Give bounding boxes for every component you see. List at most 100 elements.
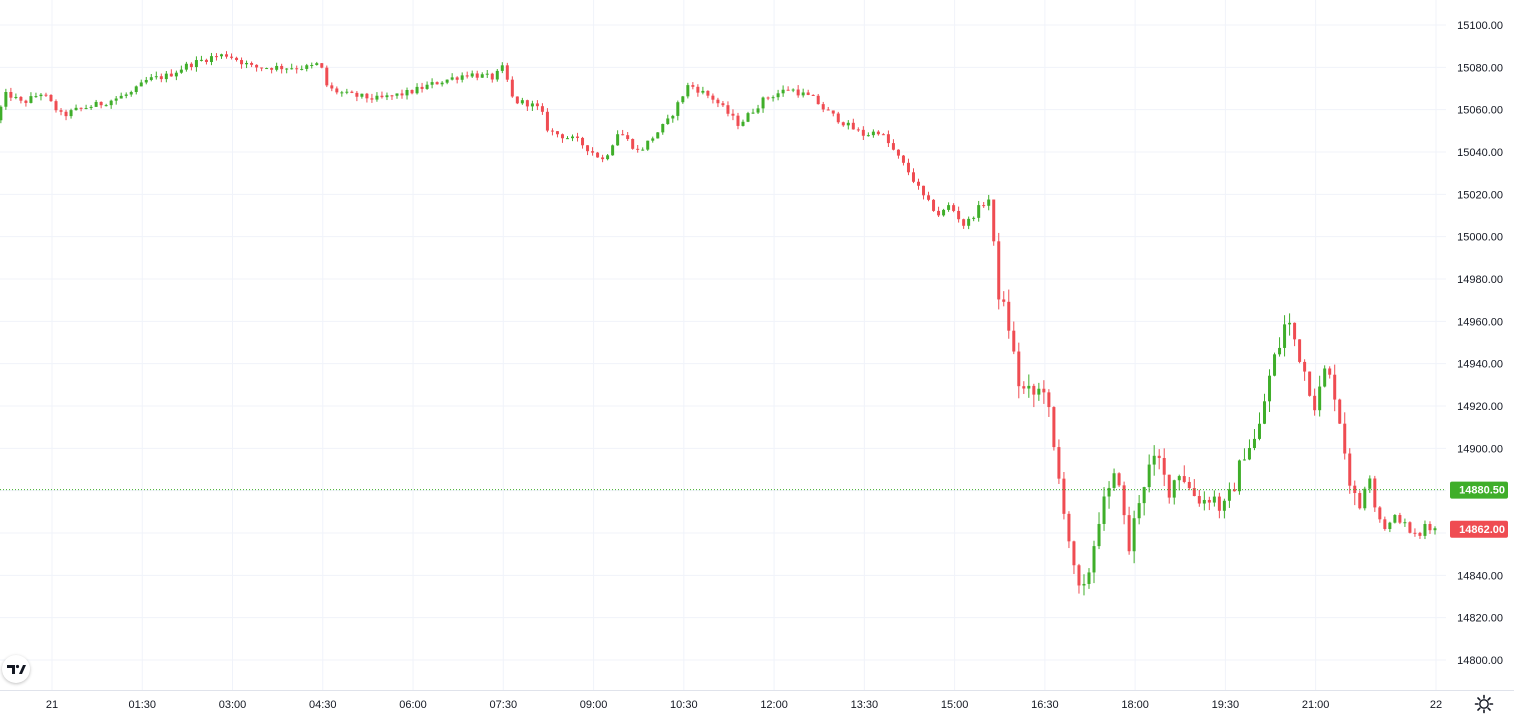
candle-body [159, 76, 163, 80]
candle [1157, 449, 1161, 470]
candle [360, 93, 364, 99]
candle [59, 108, 63, 116]
candle [957, 206, 961, 223]
candle-body [1273, 354, 1277, 376]
x-tick-label: 19:30 [1212, 699, 1240, 711]
candle [771, 95, 775, 102]
candle-body [285, 68, 289, 70]
candle-body [450, 77, 454, 80]
y-axis[interactable]: 15100.00 15080.00 15060.00 15040.00 15020.00… [1449, 0, 1504, 690]
candle [1278, 337, 1282, 357]
candle-body [1393, 515, 1397, 523]
candle [1137, 495, 1141, 525]
candle [545, 108, 549, 133]
candle-body [1042, 388, 1046, 393]
settings-button[interactable] [1473, 693, 1495, 715]
candle-body [74, 107, 78, 111]
y-tick-label: 15060.00 [1457, 105, 1503, 117]
candle [671, 114, 675, 123]
candle-body [691, 85, 695, 87]
candle-body [771, 97, 775, 99]
candle-body [440, 82, 444, 85]
candle-body [761, 97, 765, 109]
tradingview-logo[interactable] [2, 655, 30, 683]
candle-body [1308, 371, 1312, 396]
candle [134, 85, 138, 95]
candle [796, 85, 800, 98]
candle-body [475, 73, 479, 78]
candle [947, 202, 951, 212]
candle-body [139, 82, 143, 87]
candle-body [1313, 395, 1317, 411]
candle [260, 67, 264, 72]
candle [651, 136, 655, 143]
candle [9, 87, 13, 101]
candle [1383, 516, 1387, 531]
candle-body [460, 75, 464, 80]
candle-body [1358, 493, 1362, 509]
candle-body [1107, 487, 1111, 497]
candle-body [335, 88, 339, 93]
candle [225, 51, 229, 59]
candle [255, 64, 259, 72]
candle-body [1227, 489, 1231, 501]
candle [861, 126, 865, 141]
candle [831, 110, 835, 117]
candle-body [255, 64, 259, 68]
candle [906, 158, 910, 176]
candle-body [661, 123, 665, 133]
candle-body [69, 110, 73, 117]
candle-body [1052, 407, 1056, 448]
candle [826, 106, 830, 111]
candle-body [836, 113, 840, 123]
candle [846, 120, 850, 130]
candle-body [1298, 339, 1302, 362]
candle-body [365, 93, 369, 99]
x-axis[interactable]: 21 01:30 03:00 04:30 06:00 07:30 09:00 10:30 12:… [0, 690, 1514, 712]
candle [1433, 526, 1437, 535]
candle-body [490, 73, 494, 80]
candle [696, 84, 700, 97]
candle-body [681, 96, 685, 103]
candle-body [1117, 473, 1121, 486]
candle [746, 111, 750, 123]
current-price-badge-label: 14862.00 [1459, 524, 1505, 536]
candle-body [1022, 386, 1026, 389]
candle [1273, 352, 1277, 377]
candle [1338, 398, 1342, 424]
candle-body [776, 93, 780, 98]
candle [901, 154, 905, 166]
candle [1107, 481, 1111, 509]
candle [1232, 482, 1236, 492]
candle-body [1323, 368, 1327, 387]
candle-body [455, 77, 459, 80]
candle [987, 194, 991, 211]
candle-body [24, 100, 28, 103]
candle-body [560, 134, 564, 139]
candle [49, 94, 53, 102]
candle-body [1187, 481, 1191, 489]
candle-body [1388, 522, 1392, 529]
candle [425, 81, 429, 90]
candle-body [686, 85, 690, 97]
candle-body [1247, 447, 1251, 460]
candle-body [841, 122, 845, 126]
y-tick-label: 15020.00 [1457, 189, 1503, 201]
candle-body [104, 105, 108, 107]
candle-body [1263, 401, 1267, 424]
candle-body [134, 86, 138, 93]
candle [1428, 521, 1432, 534]
candle [962, 218, 966, 229]
candle-body [1012, 330, 1016, 352]
candle [1252, 429, 1256, 451]
candle-body [881, 134, 885, 136]
candle [917, 178, 921, 190]
candle [606, 154, 610, 161]
candle-body [295, 68, 299, 70]
candle [927, 191, 931, 202]
candle [275, 62, 279, 72]
candle [350, 90, 354, 94]
candle [1328, 366, 1332, 379]
candle [385, 92, 389, 101]
